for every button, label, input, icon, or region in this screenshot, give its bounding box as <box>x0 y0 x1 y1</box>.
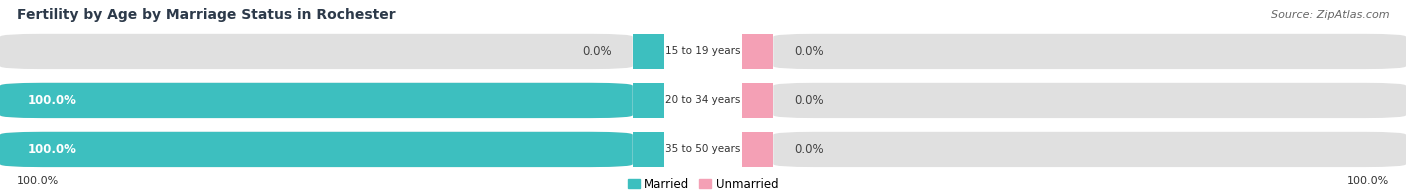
Text: 100.0%: 100.0% <box>1347 176 1389 186</box>
Text: 0.0%: 0.0% <box>794 45 824 58</box>
FancyBboxPatch shape <box>742 34 773 69</box>
Text: Fertility by Age by Marriage Status in Rochester: Fertility by Age by Marriage Status in R… <box>17 8 395 22</box>
FancyBboxPatch shape <box>773 34 1406 69</box>
FancyBboxPatch shape <box>665 83 742 118</box>
Text: 100.0%: 100.0% <box>28 94 77 107</box>
Text: 15 to 19 years: 15 to 19 years <box>665 46 741 56</box>
Legend: Married, Unmarried: Married, Unmarried <box>628 178 778 191</box>
Text: 20 to 34 years: 20 to 34 years <box>665 95 741 105</box>
FancyBboxPatch shape <box>742 83 773 118</box>
FancyBboxPatch shape <box>633 132 665 167</box>
Text: 0.0%: 0.0% <box>794 94 824 107</box>
Text: 100.0%: 100.0% <box>17 176 59 186</box>
FancyBboxPatch shape <box>0 132 633 167</box>
FancyBboxPatch shape <box>633 34 665 69</box>
FancyBboxPatch shape <box>0 132 633 167</box>
Text: 0.0%: 0.0% <box>794 143 824 156</box>
FancyBboxPatch shape <box>773 83 1406 118</box>
Text: 35 to 50 years: 35 to 50 years <box>665 144 741 154</box>
FancyBboxPatch shape <box>0 83 633 118</box>
FancyBboxPatch shape <box>665 34 742 69</box>
FancyBboxPatch shape <box>773 132 1406 167</box>
FancyBboxPatch shape <box>0 34 633 69</box>
Text: 100.0%: 100.0% <box>28 143 77 156</box>
Text: Source: ZipAtlas.com: Source: ZipAtlas.com <box>1271 10 1389 20</box>
FancyBboxPatch shape <box>742 132 773 167</box>
Text: 0.0%: 0.0% <box>582 45 612 58</box>
FancyBboxPatch shape <box>0 83 633 118</box>
FancyBboxPatch shape <box>633 83 665 118</box>
FancyBboxPatch shape <box>665 132 742 167</box>
